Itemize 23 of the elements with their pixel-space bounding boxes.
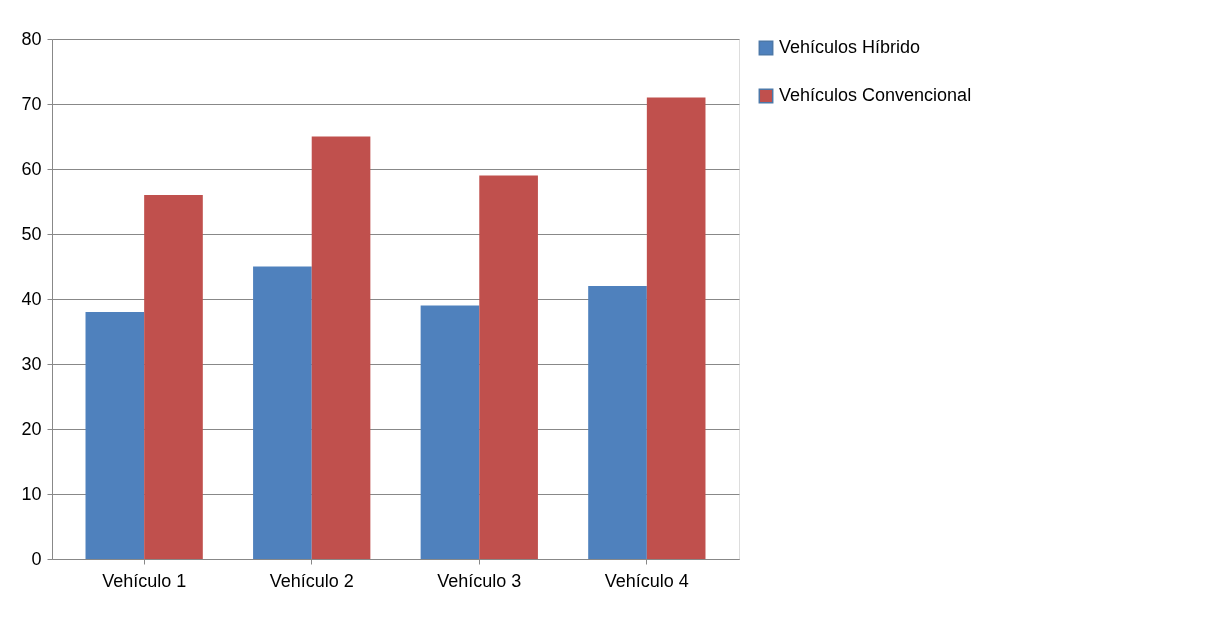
legend-label: Vehículos Híbrido bbox=[779, 37, 921, 57]
x-tick-label: Vehículo 4 bbox=[604, 570, 689, 591]
bar bbox=[420, 305, 480, 559]
bar bbox=[646, 97, 706, 559]
bar bbox=[144, 195, 203, 559]
y-tick-label: 70 bbox=[21, 93, 42, 114]
y-tick-label: 0 bbox=[31, 548, 42, 569]
x-tick-label: Vehículo 2 bbox=[269, 570, 354, 591]
y-tick-label: 80 bbox=[21, 28, 42, 49]
y-tick-label: 20 bbox=[21, 418, 42, 439]
bar bbox=[479, 175, 538, 559]
y-tick-label: 10 bbox=[21, 483, 42, 504]
x-tick-label: Vehículo 3 bbox=[437, 570, 522, 591]
x-tick-label: Vehículo 1 bbox=[102, 570, 187, 591]
y-tick-label: 60 bbox=[21, 158, 42, 179]
bar bbox=[311, 136, 371, 559]
y-tick-label: 50 bbox=[21, 223, 42, 244]
bar bbox=[588, 286, 647, 559]
legend-label: Vehículos Convencional bbox=[779, 85, 972, 105]
bar bbox=[85, 312, 145, 559]
y-tick-label: 40 bbox=[21, 288, 42, 309]
bar bbox=[253, 266, 312, 559]
y-tick-label: 30 bbox=[21, 353, 42, 374]
